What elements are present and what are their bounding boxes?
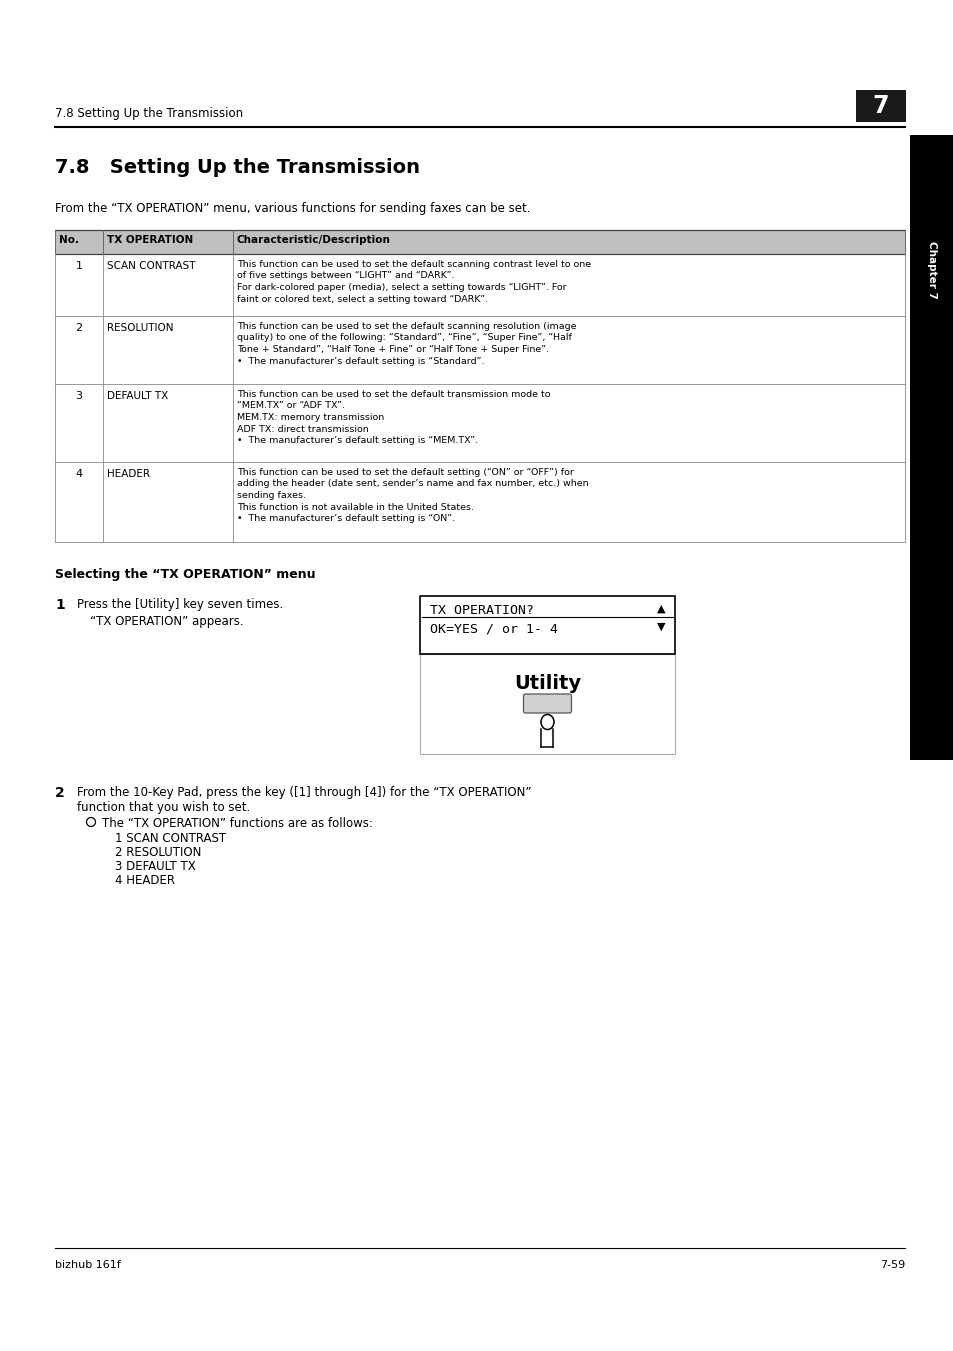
Text: From the “TX OPERATION” menu, various functions for sending faxes can be set.: From the “TX OPERATION” menu, various fu… (55, 203, 530, 215)
Text: 2 RESOLUTION: 2 RESOLUTION (115, 846, 201, 859)
Text: “TX OPERATION” appears.: “TX OPERATION” appears. (90, 615, 243, 628)
Text: 2: 2 (55, 786, 65, 800)
Text: 7.8 Setting Up the Transmission: 7.8 Setting Up the Transmission (55, 107, 243, 120)
Text: DEFAULT TX: DEFAULT TX (107, 390, 168, 401)
Text: HEADER: HEADER (107, 469, 150, 480)
Text: 1 SCAN CONTRAST: 1 SCAN CONTRAST (115, 832, 226, 844)
Text: TX OPERATION: TX OPERATION (107, 235, 193, 245)
Text: adding the header (date sent, sender’s name and fax number, etc.) when: adding the header (date sent, sender’s n… (236, 480, 588, 489)
Text: 7.8   Setting Up the Transmission: 7.8 Setting Up the Transmission (55, 158, 419, 177)
Text: OK=YES / or 1- 4: OK=YES / or 1- 4 (430, 621, 558, 635)
Text: 7: 7 (872, 95, 888, 118)
Text: “MEM.TX” or “ADF TX”.: “MEM.TX” or “ADF TX”. (236, 401, 345, 411)
Text: RESOLUTION: RESOLUTION (107, 323, 173, 332)
Text: •  The manufacturer’s default setting is “Standard”.: • The manufacturer’s default setting is … (236, 357, 484, 366)
Text: Tone + Standard”, “Half Tone + Fine” or “Half Tone + Super Fine”.: Tone + Standard”, “Half Tone + Fine” or … (236, 345, 549, 354)
Text: 2: 2 (75, 323, 83, 332)
Text: quality) to one of the following: “Standard”, “Fine”, “Super Fine”, “Half: quality) to one of the following: “Stand… (236, 334, 571, 343)
Bar (55, 230, 904, 254)
Text: •  The manufacturer’s default setting is “MEM.TX”.: • The manufacturer’s default setting is … (236, 436, 477, 444)
Text: 4 HEADER: 4 HEADER (115, 874, 174, 888)
Text: 1: 1 (55, 598, 65, 612)
Text: No.: No. (59, 235, 79, 245)
Text: 4: 4 (75, 469, 83, 480)
Text: Chapter 7: Chapter 7 (926, 240, 936, 299)
Text: ▲: ▲ (656, 604, 664, 613)
Text: The “TX OPERATION” functions are as follows:: The “TX OPERATION” functions are as foll… (102, 817, 373, 830)
Bar (419, 654, 675, 754)
Text: 3: 3 (75, 390, 82, 401)
Text: 3 DEFAULT TX: 3 DEFAULT TX (115, 861, 195, 873)
Bar (419, 596, 675, 654)
Text: Selecting the “TX OPERATION” menu: Selecting the “TX OPERATION” menu (55, 567, 315, 581)
Text: ADF TX: direct transmission: ADF TX: direct transmission (236, 424, 369, 434)
Text: This function can be used to set the default scanning contrast level to one: This function can be used to set the def… (236, 259, 591, 269)
Text: This function is not available in the United States.: This function is not available in the Un… (236, 503, 474, 512)
Text: sending faxes.: sending faxes. (236, 490, 306, 500)
Text: This function can be used to set the default scanning resolution (image: This function can be used to set the def… (236, 322, 576, 331)
Text: Press the [Utility] key seven times.: Press the [Utility] key seven times. (77, 598, 283, 611)
Bar (855, 91, 905, 122)
Text: For dark-colored paper (media), select a setting towards “LIGHT”. For: For dark-colored paper (media), select a… (236, 282, 566, 292)
Text: 1: 1 (75, 261, 82, 272)
Text: of five settings between “LIGHT” and “DARK”.: of five settings between “LIGHT” and “DA… (236, 272, 454, 281)
Text: SCAN CONTRAST: SCAN CONTRAST (107, 261, 195, 272)
Text: ▼: ▼ (656, 621, 664, 632)
Text: Characteristic/Description: Characteristic/Description (236, 235, 391, 245)
Text: 7-59: 7-59 (879, 1260, 904, 1270)
Text: This function can be used to set the default setting (“ON” or “OFF”) for: This function can be used to set the def… (236, 467, 574, 477)
Text: From the 10-Key Pad, press the key ([1] through [4]) for the “TX OPERATION”: From the 10-Key Pad, press the key ([1] … (77, 786, 531, 798)
Text: Utility: Utility (514, 674, 580, 693)
Text: function that you wish to set.: function that you wish to set. (77, 801, 250, 815)
Text: MEM.TX: memory transmission: MEM.TX: memory transmission (236, 413, 384, 422)
Text: This function can be used to set the default transmission mode to: This function can be used to set the def… (236, 390, 550, 399)
Bar (909, 135, 953, 761)
FancyBboxPatch shape (523, 694, 571, 713)
Text: bizhub 161f: bizhub 161f (55, 1260, 121, 1270)
Text: TX OPERATION?: TX OPERATION? (430, 604, 534, 617)
Text: faint or colored text, select a setting toward “DARK”.: faint or colored text, select a setting … (236, 295, 488, 304)
Text: •  The manufacturer’s default setting is “ON”.: • The manufacturer’s default setting is … (236, 513, 455, 523)
Text: Using the Utility Mode: Using the Utility Mode (942, 476, 952, 584)
